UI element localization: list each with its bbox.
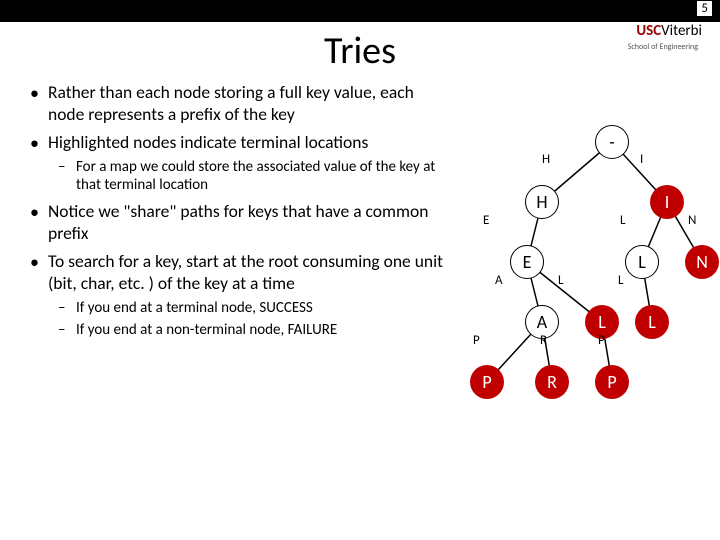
bullet-2-sub-1: For a map we could store the associated … bbox=[48, 158, 448, 196]
trie-node-H: H bbox=[525, 185, 559, 219]
trie-edge-label-I-L1: L bbox=[620, 213, 625, 228]
trie-node-root: - bbox=[595, 125, 629, 159]
bullet-1: Rather than each node storing a full key… bbox=[28, 82, 448, 126]
bullet-2-text: Highlighted nodes indicate terminal loca… bbox=[48, 131, 368, 153]
trie-edge-label-A-P: P bbox=[473, 333, 480, 348]
bullet-4: To search for a key, start at the root c… bbox=[28, 251, 448, 340]
bullet-4-text: To search for a key, start at the root c… bbox=[48, 250, 443, 294]
trie-node-N: N bbox=[685, 245, 719, 279]
bullet-4-sub-2: If you end at a non-terminal node, FAILU… bbox=[48, 321, 448, 340]
trie-node-I: I bbox=[650, 185, 684, 219]
trie-node-E: E bbox=[510, 245, 544, 279]
trie-node-R: R bbox=[535, 365, 569, 399]
bullet-4-sub-1: If you end at a terminal node, SUCCESS bbox=[48, 299, 448, 318]
trie-edge-label-H-E: E bbox=[483, 213, 489, 228]
trie-edges bbox=[450, 100, 720, 460]
trie-edge-label-I-N: N bbox=[688, 213, 696, 228]
trie-edge-label-root-I: I bbox=[640, 152, 643, 167]
trie-node-L1: L bbox=[625, 245, 659, 279]
trie-edge-label-E-A: A bbox=[495, 273, 503, 288]
trie-edge-label-L2-P2: P bbox=[598, 333, 605, 348]
trie-node-P: P bbox=[470, 365, 504, 399]
trie-diagram: -HIELNALLPRPHIELNALLPRP bbox=[450, 100, 720, 460]
bullet-3: Notice we "share" paths for keys that ha… bbox=[28, 201, 448, 245]
trie-edge-label-root-H: H bbox=[542, 152, 550, 167]
page-number: 5 bbox=[697, 1, 712, 16]
trie-node-L3: L bbox=[635, 305, 669, 339]
content-body: Rather than each node storing a full key… bbox=[28, 82, 448, 346]
trie-edge-label-L1-L3: L bbox=[618, 273, 623, 288]
trie-edge-label-A-R: R bbox=[540, 333, 547, 348]
header-bar bbox=[0, 0, 720, 22]
trie-node-P2: P bbox=[595, 365, 629, 399]
slide-title: Tries bbox=[0, 28, 720, 74]
trie-edge-label-E-L2: L bbox=[558, 273, 563, 288]
bullet-2: Highlighted nodes indicate terminal loca… bbox=[28, 132, 448, 195]
